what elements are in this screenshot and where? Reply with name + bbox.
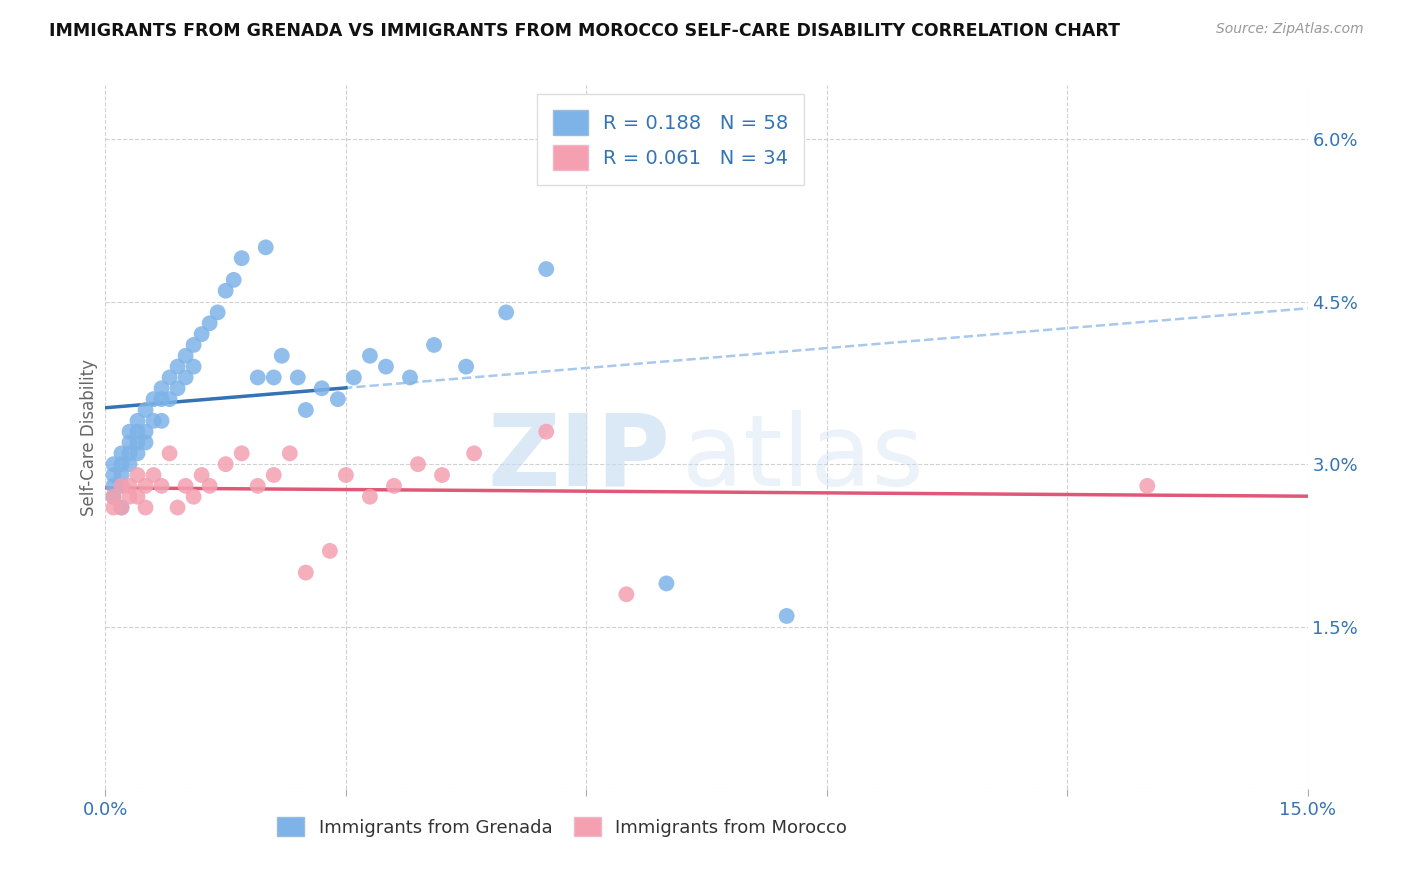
Point <box>214 457 236 471</box>
Point <box>118 479 141 493</box>
Point <box>222 273 245 287</box>
Point <box>110 479 132 493</box>
Point <box>142 414 165 428</box>
Point <box>150 392 173 406</box>
Point <box>311 381 333 395</box>
Point <box>270 349 292 363</box>
Point <box>382 479 405 493</box>
Point <box>150 381 173 395</box>
Legend: Immigrants from Grenada, Immigrants from Morocco: Immigrants from Grenada, Immigrants from… <box>270 809 855 844</box>
Point <box>254 240 277 254</box>
Point <box>399 370 422 384</box>
Point <box>135 435 157 450</box>
Point <box>430 468 453 483</box>
Point <box>359 490 381 504</box>
Point <box>174 370 197 384</box>
Point <box>110 457 132 471</box>
Point <box>127 435 149 450</box>
Point <box>278 446 301 460</box>
Point <box>103 457 125 471</box>
Point <box>423 338 446 352</box>
Point <box>495 305 517 319</box>
Point <box>110 500 132 515</box>
Point <box>183 359 205 374</box>
Point <box>359 349 381 363</box>
Point <box>263 370 285 384</box>
Point <box>127 425 149 439</box>
Point <box>135 425 157 439</box>
Point <box>198 479 221 493</box>
Point <box>463 446 485 460</box>
Point <box>142 468 165 483</box>
Point <box>118 446 141 460</box>
Point <box>214 284 236 298</box>
Point <box>1136 479 1159 493</box>
Text: ZIP: ZIP <box>488 409 671 507</box>
Point <box>183 490 205 504</box>
Point <box>375 359 398 374</box>
Point <box>142 392 165 406</box>
Point <box>127 414 149 428</box>
Point <box>536 425 558 439</box>
Point <box>335 468 357 483</box>
Point <box>110 468 132 483</box>
Point <box>110 500 132 515</box>
Point <box>110 479 132 493</box>
Text: Source: ZipAtlas.com: Source: ZipAtlas.com <box>1216 22 1364 37</box>
Point <box>103 490 125 504</box>
Point <box>183 338 205 352</box>
Point <box>616 587 638 601</box>
Point <box>150 414 173 428</box>
Point <box>326 392 349 406</box>
Point <box>127 468 149 483</box>
Point <box>174 479 197 493</box>
Point <box>207 305 229 319</box>
Point <box>655 576 678 591</box>
Point <box>166 500 188 515</box>
Point <box>159 446 181 460</box>
Point <box>135 479 157 493</box>
Point <box>103 500 125 515</box>
Point <box>295 566 318 580</box>
Point <box>198 316 221 330</box>
Point <box>159 370 181 384</box>
Point <box>150 479 173 493</box>
Point <box>174 349 197 363</box>
Point <box>135 403 157 417</box>
Text: IMMIGRANTS FROM GRENADA VS IMMIGRANTS FROM MOROCCO SELF-CARE DISABILITY CORRELAT: IMMIGRANTS FROM GRENADA VS IMMIGRANTS FR… <box>49 22 1121 40</box>
Point <box>166 359 188 374</box>
Point <box>246 479 269 493</box>
Point <box>319 544 342 558</box>
Point <box>231 251 253 265</box>
Point <box>231 446 253 460</box>
Point <box>118 457 141 471</box>
Point <box>575 153 598 168</box>
Point <box>295 403 318 417</box>
Point <box>190 468 212 483</box>
Point <box>343 370 366 384</box>
Point <box>287 370 309 384</box>
Text: atlas: atlas <box>682 409 924 507</box>
Point <box>127 490 149 504</box>
Point <box>110 446 132 460</box>
Point <box>118 490 141 504</box>
Point <box>190 327 212 342</box>
Point <box>263 468 285 483</box>
Point <box>103 490 125 504</box>
Point <box>103 468 125 483</box>
Y-axis label: Self-Care Disability: Self-Care Disability <box>80 359 98 516</box>
Point <box>118 425 141 439</box>
Point <box>159 392 181 406</box>
Point <box>166 381 188 395</box>
Point <box>127 446 149 460</box>
Point <box>135 500 157 515</box>
Point <box>246 370 269 384</box>
Point <box>406 457 429 471</box>
Point <box>776 609 799 624</box>
Point <box>103 479 125 493</box>
Point <box>456 359 478 374</box>
Point <box>536 262 558 277</box>
Point <box>118 435 141 450</box>
